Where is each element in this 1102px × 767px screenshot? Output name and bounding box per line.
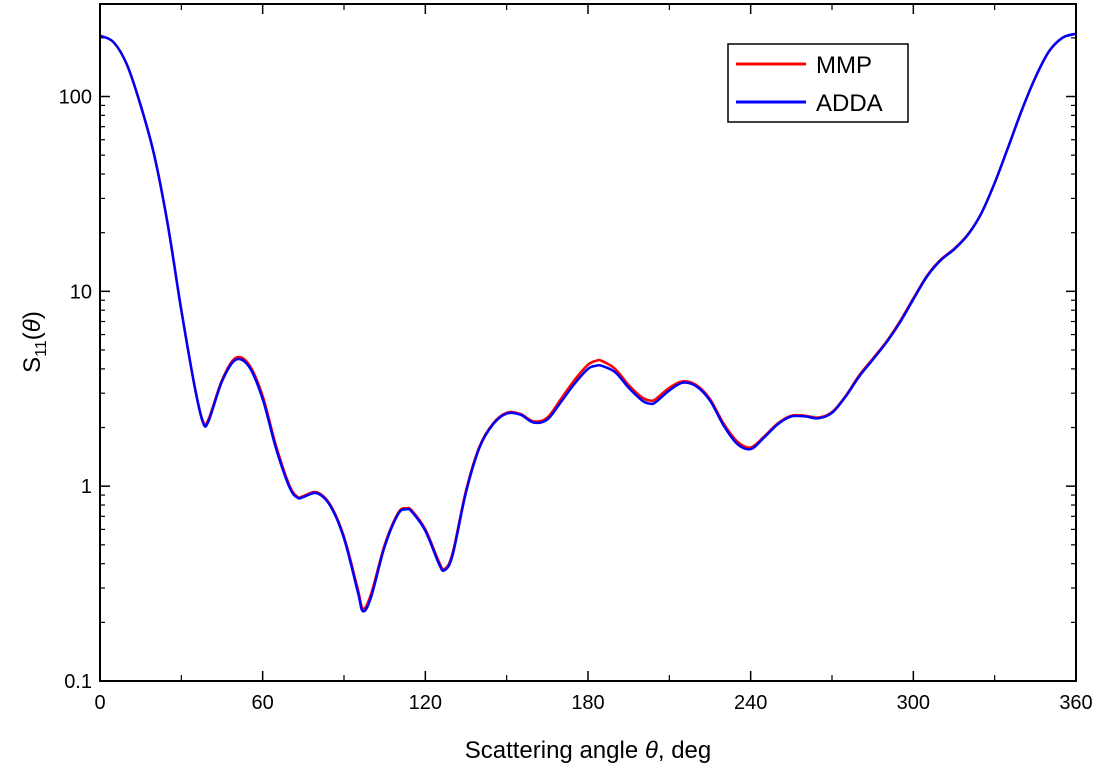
x-tick-labels: 0 60 120 180 240 300 360 <box>94 692 1092 714</box>
x-tick-label: 60 <box>252 692 274 714</box>
plot-frame <box>99 3 1077 682</box>
legend-label-adda: ADDA <box>816 90 883 117</box>
y-tick-label: 10 <box>70 281 92 303</box>
minor-ticks <box>100 4 1076 681</box>
major-ticks <box>99 4 1077 682</box>
y-axis-title-sub: 11 <box>33 340 50 357</box>
x-tick-label: 120 <box>409 692 442 714</box>
series-line-adda <box>100 32 1076 613</box>
x-tick-label: 0 <box>94 692 105 714</box>
x-axis-theta: θ <box>645 737 658 764</box>
x-axis-title: Scattering angle θ, deg <box>465 737 712 764</box>
x-tick-label: 360 <box>1059 692 1092 714</box>
legend: MMP ADDA <box>727 43 909 123</box>
x-axis-title-prefix: Scattering angle <box>465 737 645 764</box>
y-tick-label: 100 <box>59 87 92 109</box>
x-axis-title-suffix: , deg <box>658 737 711 764</box>
series-line-mmp <box>100 32 1076 611</box>
y-tick-label: 0.1 <box>64 671 92 693</box>
legend-label-mmp: MMP <box>816 52 872 79</box>
legend-box <box>727 43 909 123</box>
y-axis-title-close: ) <box>19 311 46 319</box>
y-axis-title-open: ( <box>19 332 46 340</box>
x-tick-label: 300 <box>897 692 930 714</box>
x-tick-label: 240 <box>734 692 767 714</box>
y-axis-title-main: S <box>19 357 46 373</box>
series-layer <box>100 32 1076 613</box>
y-axis-title: S11(θ) <box>19 311 50 373</box>
x-tick-label: 180 <box>571 692 604 714</box>
y-tick-labels: 0.1 1 10 100 <box>59 87 92 694</box>
y-axis-theta: θ <box>19 319 46 332</box>
y-tick-label: 1 <box>81 476 92 498</box>
